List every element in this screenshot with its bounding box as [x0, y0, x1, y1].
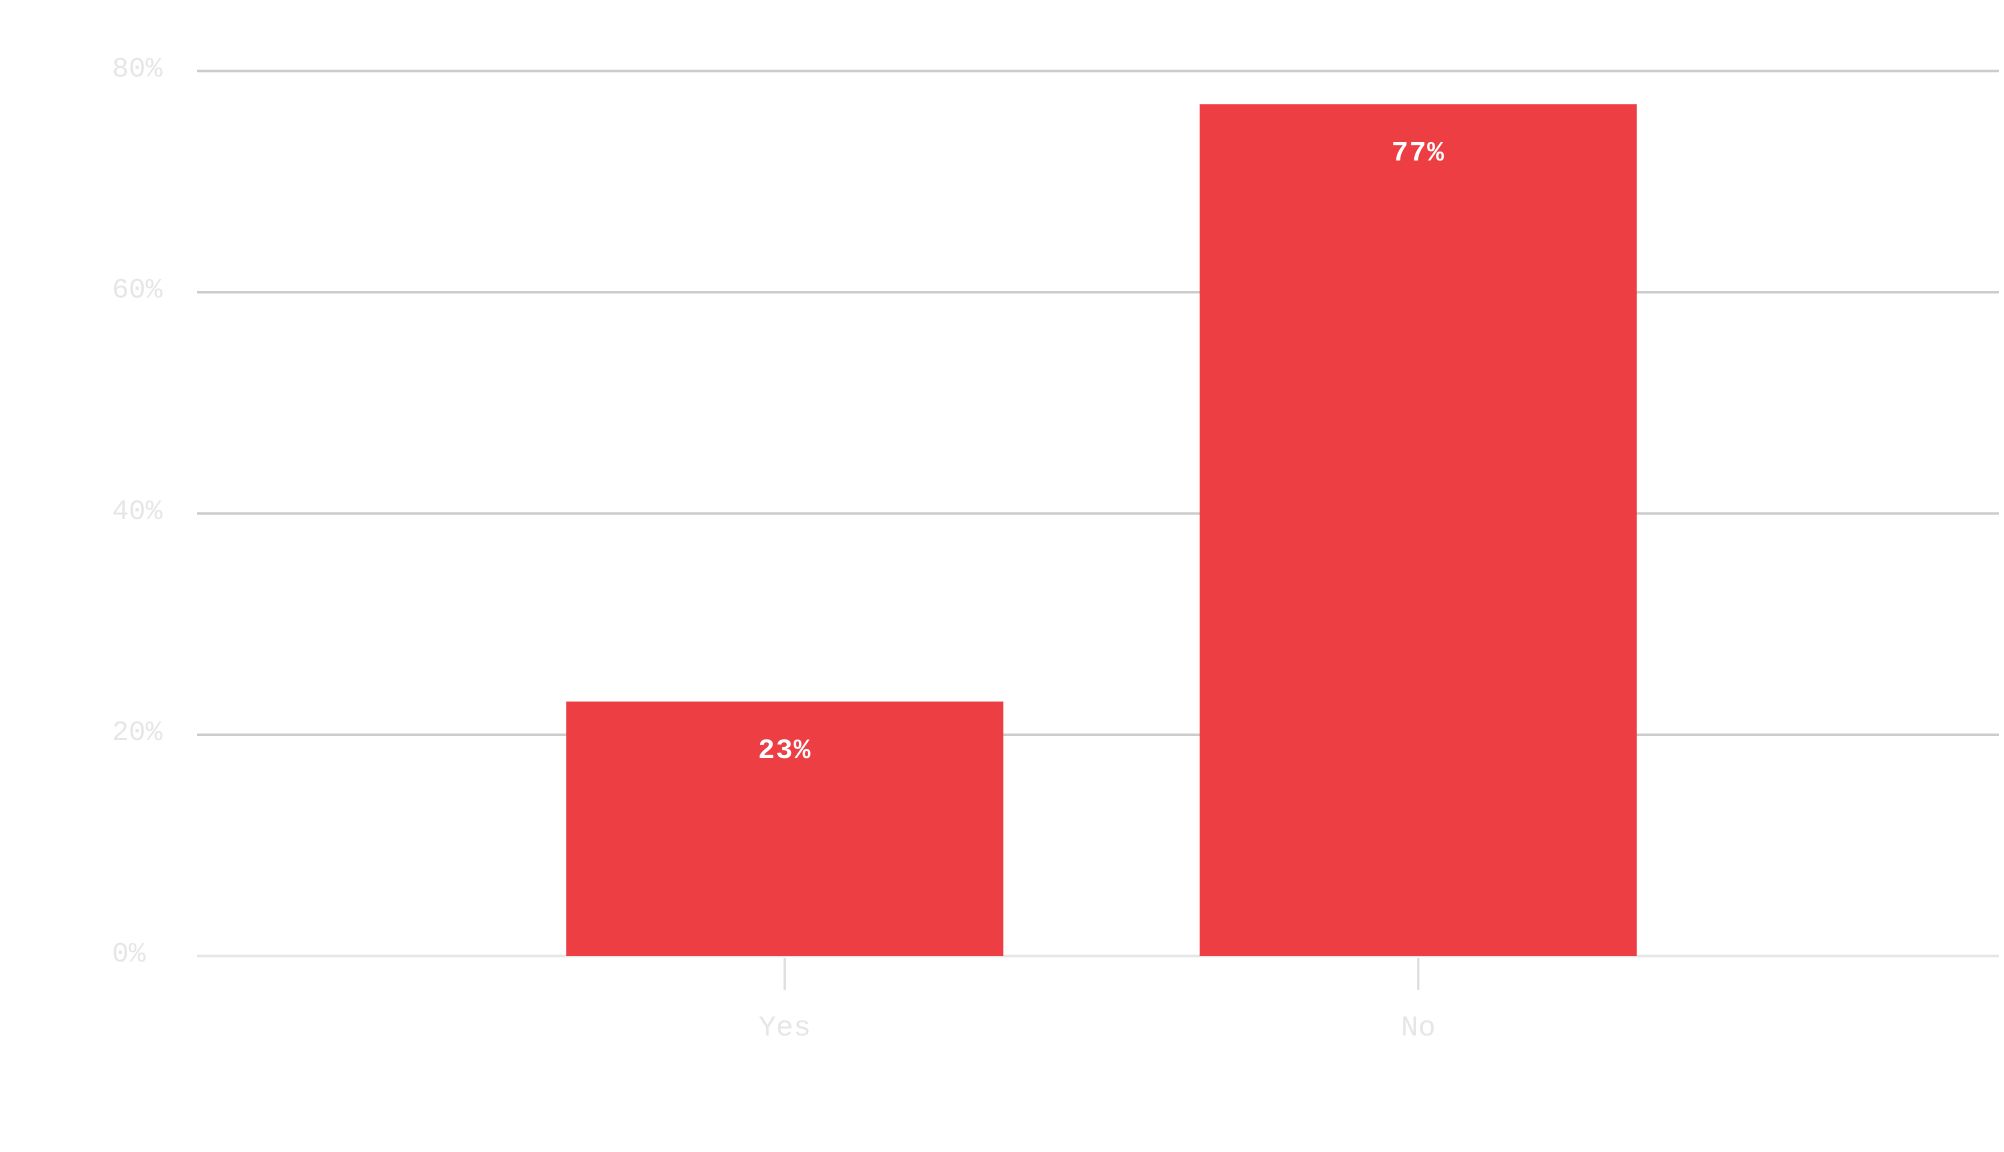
- x-tick-label: No: [1401, 1012, 1436, 1045]
- y-tick-label: 40%: [112, 497, 163, 528]
- x-tick-label: Yes: [759, 1012, 811, 1045]
- value-label: 77%: [1392, 139, 1445, 170]
- y-tick-label: 20%: [112, 718, 163, 749]
- y-tick-label: 60%: [112, 276, 163, 307]
- y-tick-label: 80%: [112, 54, 163, 85]
- bar: [1199, 104, 1637, 956]
- y-tick-label: 0%: [112, 939, 146, 970]
- bar: [566, 701, 1004, 956]
- value-label: 23%: [758, 736, 811, 767]
